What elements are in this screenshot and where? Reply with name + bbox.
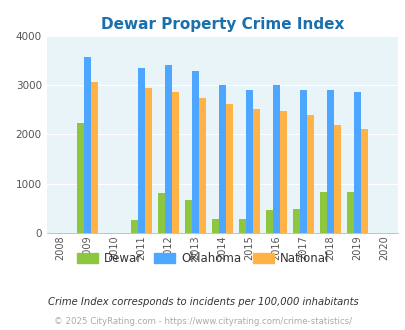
Bar — [292, 209, 299, 233]
Bar — [252, 109, 259, 233]
Bar — [299, 90, 306, 233]
Bar — [184, 200, 191, 233]
Bar — [83, 57, 90, 233]
Bar — [191, 71, 198, 233]
Legend: Dewar, Oklahoma, National: Dewar, Oklahoma, National — [72, 247, 333, 270]
Bar — [171, 92, 178, 233]
Bar — [306, 115, 313, 233]
Bar — [353, 92, 360, 233]
Bar — [137, 68, 145, 233]
Bar — [157, 193, 164, 233]
Bar — [265, 210, 272, 233]
Bar — [346, 192, 353, 233]
Bar — [130, 220, 137, 233]
Bar — [211, 219, 218, 233]
Bar — [164, 65, 171, 233]
Text: © 2025 CityRating.com - https://www.cityrating.com/crime-statistics/: © 2025 CityRating.com - https://www.city… — [54, 317, 351, 326]
Bar — [333, 125, 340, 233]
Bar — [245, 90, 252, 233]
Text: Crime Index corresponds to incidents per 100,000 inhabitants: Crime Index corresponds to incidents per… — [47, 297, 358, 307]
Bar — [225, 104, 232, 233]
Title: Dewar Property Crime Index: Dewar Property Crime Index — [100, 17, 343, 32]
Bar — [326, 90, 333, 233]
Bar — [77, 123, 83, 233]
Bar — [319, 192, 326, 233]
Bar — [90, 82, 98, 233]
Bar — [218, 85, 225, 233]
Bar — [238, 219, 245, 233]
Bar — [198, 98, 205, 233]
Bar — [272, 85, 279, 233]
Bar — [279, 112, 286, 233]
Bar — [145, 88, 151, 233]
Bar — [360, 129, 367, 233]
